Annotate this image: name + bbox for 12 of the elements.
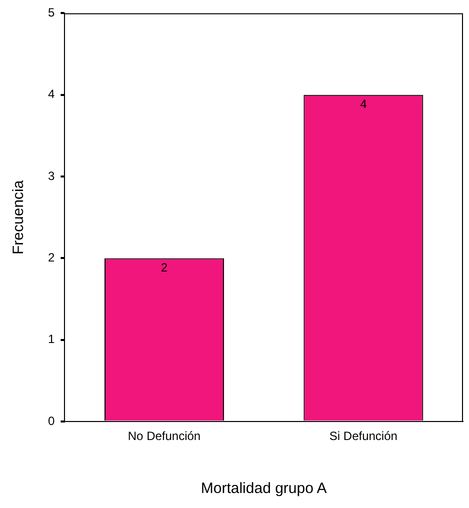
data-label: 2 — [160, 260, 168, 275]
y-tick-label: 5 — [48, 6, 55, 20]
x-axis-title: Mortalidad grupo A — [200, 480, 327, 498]
y-axis-title: Frecuencia — [10, 180, 28, 254]
y-tick-label: 4 — [48, 87, 55, 102]
y-tick-label: 1 — [48, 332, 55, 346]
y-tick-label: 3 — [48, 168, 55, 183]
x-tick-label: Si Defunción — [329, 429, 398, 444]
y-tick-label: 2 — [48, 250, 55, 265]
x-tick-label: No Defunción — [128, 429, 201, 444]
data-label: 4 — [360, 97, 368, 112]
y-tick-label: 0 — [48, 414, 55, 428]
